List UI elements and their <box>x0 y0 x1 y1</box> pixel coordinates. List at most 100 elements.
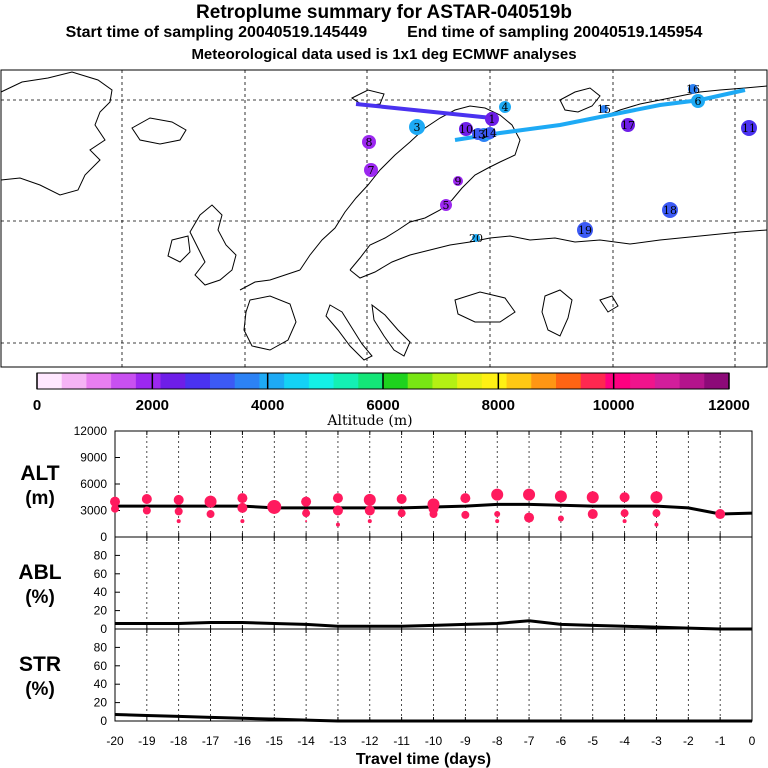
colorbar-cell <box>61 373 87 389</box>
y-tick-label: 20 <box>94 696 108 710</box>
colorbar-cell <box>432 373 458 389</box>
series-line <box>114 713 752 723</box>
plume-marker-dot <box>688 84 698 94</box>
page-title: Retroplume summary for ASTAR-040519b <box>196 2 572 23</box>
plume-marker: 3 <box>409 119 425 135</box>
iceland-coast <box>131 117 187 145</box>
y-tick-label: 60 <box>94 567 108 581</box>
x-tick-label: -11 <box>393 734 410 748</box>
plume-marker: 16 <box>686 83 700 96</box>
y-tick-label: 40 <box>94 585 108 599</box>
x-tick-label: -2 <box>683 734 694 748</box>
x-tick-label: -12 <box>361 734 379 748</box>
colorbar-tick-label: 0 <box>33 397 41 414</box>
plume-marker-dot <box>453 176 463 186</box>
plume-marker: 13 <box>471 128 485 141</box>
plume-marker-label: 4 <box>502 101 509 114</box>
plume-marker: 11 <box>741 120 757 136</box>
y-tick-label: 6000 <box>80 477 107 491</box>
plume-marker: 18 <box>662 202 678 218</box>
series-line <box>115 619 752 631</box>
x-tick-label: -18 <box>170 734 188 748</box>
plume-marker-label: 10 <box>459 123 473 136</box>
x-tick-label: -8 <box>492 734 503 748</box>
x-axis-label: Travel time (days) <box>356 751 491 768</box>
altitude-point <box>495 519 500 524</box>
colorbar-cell <box>135 373 162 389</box>
aral-coast <box>599 295 619 313</box>
x-tick-label: -5 <box>587 734 598 748</box>
altitude-point <box>141 494 152 505</box>
plume-marker-label: 3 <box>414 121 421 134</box>
altitude-point <box>367 519 372 524</box>
italy-coast <box>325 304 373 361</box>
colorbar: 0 2000 4000 6000 8000 10000 12000 Altitude (m) <box>33 372 750 429</box>
y-tick-label: 80 <box>94 640 108 654</box>
colorbar-cell <box>259 373 285 389</box>
panel-label: STR <box>19 653 61 676</box>
plume-marker-label: 9 <box>455 175 462 188</box>
plume-marker: 5 <box>440 199 452 212</box>
x-tick-label: -14 <box>297 734 315 748</box>
coastlines <box>0 71 768 361</box>
colorbar-cell <box>457 373 483 389</box>
altitude-point <box>204 495 217 508</box>
plume-marker: 6 <box>691 94 705 108</box>
colorbar-cell <box>37 373 63 389</box>
x-tick-label: -20 <box>106 734 124 748</box>
greenland-coast <box>0 71 113 196</box>
colorbar-cell <box>358 373 384 389</box>
altitude-point <box>554 490 567 503</box>
altitude-point <box>301 496 312 507</box>
plume-marker-label: 15 <box>597 103 611 116</box>
iberia-coast <box>243 295 297 351</box>
x-tick-label: -7 <box>524 734 535 748</box>
colorbar-tick-label: 4000 <box>251 397 284 414</box>
plume-marker-label: 19 <box>578 224 592 237</box>
x-tick-label: -10 <box>425 734 443 748</box>
colorbar-cell <box>531 373 557 389</box>
plume-marker-label: 13 <box>471 128 485 141</box>
colorbar-cell <box>284 373 310 389</box>
altitude-point <box>142 506 151 515</box>
plume-marker-dot <box>662 202 678 218</box>
y-tick-label: 60 <box>94 659 108 673</box>
colorbar-cell <box>506 373 532 389</box>
plume-marker-label: 6 <box>695 95 702 108</box>
plume-marker: 17 <box>621 118 635 132</box>
plume-marker-dot <box>472 234 480 242</box>
x-tick-label: -4 <box>619 734 630 748</box>
plume-marker-label: 11 <box>742 122 756 135</box>
colorbar-cell <box>111 373 137 389</box>
panel-unit: (%) <box>25 587 55 608</box>
y-tick-label: 80 <box>94 548 108 562</box>
colorbar-cell <box>383 373 409 389</box>
colorbar-cell <box>704 373 730 389</box>
x-tick-label: -17 <box>202 734 220 748</box>
chart-panel-abl: 80 60 40 20 0 ABL (%) <box>18 536 753 636</box>
trajectory-line-low <box>355 102 493 120</box>
colorbar-cell <box>654 373 681 389</box>
x-tick-label: -13 <box>329 734 347 748</box>
plume-marker-dot <box>472 128 484 140</box>
altitude-point <box>176 519 181 524</box>
altitude-point <box>622 519 627 524</box>
plume-marker: 19 <box>577 222 593 238</box>
balkans-coast <box>371 303 411 357</box>
altitude-point <box>267 499 282 514</box>
novaya-zemlya-coast <box>559 87 601 113</box>
x-tick-label: -3 <box>651 734 662 748</box>
altitude-point <box>619 492 630 503</box>
altitude-point <box>237 502 248 513</box>
plume-marker: 20 <box>469 232 483 245</box>
altitude-point <box>524 512 535 523</box>
altitude-point <box>305 520 308 523</box>
sampling-times: Start time of sampling 20040519.145449 En… <box>0 24 768 42</box>
plume-marker: 4 <box>499 101 511 114</box>
y-tick-label: 12000 <box>74 424 108 438</box>
x-tick-label: -9 <box>460 734 471 748</box>
plume-marker-dot <box>484 127 496 139</box>
plume-marker-dot <box>600 105 608 113</box>
